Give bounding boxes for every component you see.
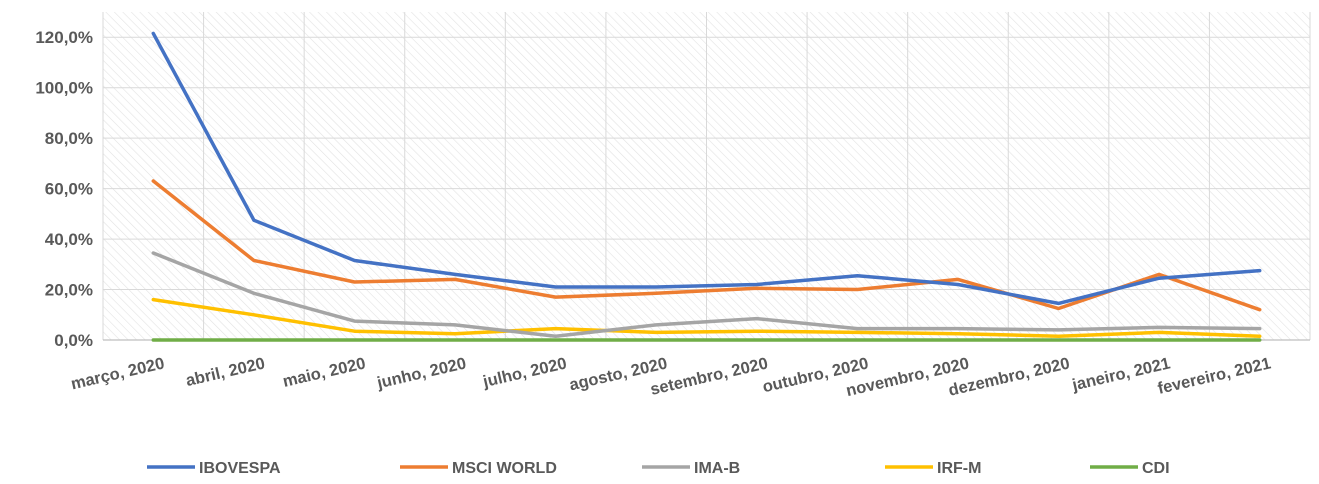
x-tick-label: janeiro, 2021 <box>1070 354 1172 394</box>
y-tick-label: 40,0% <box>45 230 93 249</box>
legend-item: MSCI WORLD <box>400 460 557 477</box>
legend-label: CDI <box>1142 460 1170 477</box>
x-tick-label: setembro, 2020 <box>649 354 770 399</box>
legend-label: MSCI WORLD <box>452 460 557 477</box>
y-axis-ticks: 0,0% 20,0% 40,0% 60,0% 80,0% 100,0% 120,0% <box>35 28 93 350</box>
x-tick-label: junho, 2020 <box>374 354 467 392</box>
legend-label: IMA-B <box>694 460 740 477</box>
y-tick-label: 20,0% <box>45 281 93 300</box>
x-tick-label: fevereiro, 2021 <box>1156 354 1273 398</box>
x-tick-label: maio, 2020 <box>281 354 367 391</box>
y-tick-label: 120,0% <box>35 28 93 47</box>
legend-item: IMA-B <box>642 460 740 477</box>
y-tick-label: 60,0% <box>45 180 93 199</box>
x-tick-label: julho, 2020 <box>480 354 568 391</box>
legend-label: IRF-M <box>937 460 981 477</box>
legend-item: CDI <box>1090 460 1170 477</box>
y-tick-label: 100,0% <box>35 79 93 98</box>
legend-item: IBOVESPA <box>147 460 281 477</box>
legend-item: IRF-M <box>885 460 981 477</box>
legend: IBOVESPA MSCI WORLD IMA-B IRF-M CDI <box>147 460 1170 477</box>
y-tick-label: 0,0% <box>54 331 93 350</box>
y-tick-label: 80,0% <box>45 129 93 148</box>
legend-label: IBOVESPA <box>199 460 281 477</box>
x-tick-label: abril, 2020 <box>184 354 267 390</box>
x-tick-label: março, 2020 <box>69 354 166 393</box>
